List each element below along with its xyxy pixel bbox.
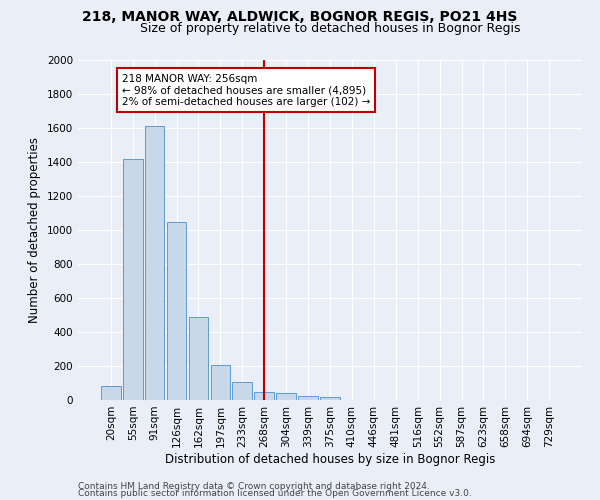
Bar: [101, 386, 121, 400]
Text: Contains HM Land Registry data © Crown copyright and database right 2024.: Contains HM Land Registry data © Crown c…: [78, 482, 430, 491]
Bar: [232, 382, 252, 400]
Bar: [320, 396, 340, 400]
Text: 218, MANOR WAY, ALDWICK, BOGNOR REGIS, PO21 4HS: 218, MANOR WAY, ALDWICK, BOGNOR REGIS, P…: [82, 10, 518, 24]
Bar: [254, 392, 274, 400]
Bar: [188, 316, 208, 400]
Bar: [145, 126, 164, 400]
Title: Size of property relative to detached houses in Bognor Regis: Size of property relative to detached ho…: [140, 22, 520, 35]
Bar: [211, 365, 230, 400]
Bar: [298, 396, 318, 400]
X-axis label: Distribution of detached houses by size in Bognor Regis: Distribution of detached houses by size …: [165, 452, 495, 466]
Bar: [276, 393, 296, 400]
Text: 218 MANOR WAY: 256sqm
← 98% of detached houses are smaller (4,895)
2% of semi-de: 218 MANOR WAY: 256sqm ← 98% of detached …: [122, 74, 370, 107]
Text: Contains public sector information licensed under the Open Government Licence v3: Contains public sector information licen…: [78, 489, 472, 498]
Bar: [167, 222, 187, 400]
Bar: [123, 158, 143, 400]
Y-axis label: Number of detached properties: Number of detached properties: [28, 137, 41, 323]
